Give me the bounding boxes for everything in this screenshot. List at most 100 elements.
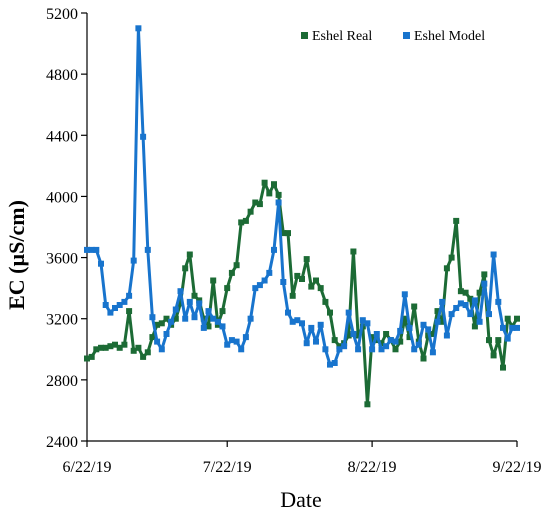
data-point xyxy=(471,297,478,304)
data-point xyxy=(425,326,432,333)
data-point xyxy=(397,338,404,345)
data-point xyxy=(486,311,492,318)
data-point xyxy=(406,324,413,331)
x-tick-labels: 6/22/19 7/22/19 8/22/19 9/22/19 xyxy=(63,459,542,476)
data-point xyxy=(158,320,165,327)
data-point xyxy=(219,323,226,330)
data-point xyxy=(331,337,338,344)
data-point xyxy=(495,298,502,305)
data-point xyxy=(261,179,268,186)
data-point xyxy=(177,300,184,307)
legend-marker xyxy=(301,32,308,39)
data-point xyxy=(471,323,478,330)
data-point xyxy=(280,230,287,237)
data-point xyxy=(476,289,483,296)
data-point xyxy=(341,343,348,350)
data-point xyxy=(84,246,90,253)
data-point xyxy=(514,324,520,331)
data-point xyxy=(289,318,296,325)
data-point xyxy=(355,346,362,353)
data-point xyxy=(476,318,483,325)
data-point xyxy=(317,321,324,328)
data-point xyxy=(256,282,263,289)
data-point xyxy=(495,337,502,344)
data-point xyxy=(224,285,231,292)
y-tick-label: 3600 xyxy=(46,251,78,268)
data-point xyxy=(112,305,118,311)
data-point xyxy=(186,251,193,258)
data-point xyxy=(135,25,142,32)
y-tick-label: 5200 xyxy=(46,6,78,23)
data-point xyxy=(172,306,179,313)
data-point xyxy=(429,349,436,356)
data-point xyxy=(233,262,240,269)
data-point xyxy=(294,317,301,324)
data-point xyxy=(457,300,464,307)
data-point xyxy=(378,346,385,353)
data-point xyxy=(228,337,235,344)
data-point xyxy=(196,300,203,307)
data-point xyxy=(88,246,95,253)
data-point xyxy=(350,331,357,337)
data-point xyxy=(299,320,305,327)
data-point xyxy=(266,269,273,276)
data-point xyxy=(490,251,497,258)
data-point xyxy=(144,349,151,356)
data-point xyxy=(271,246,277,253)
data-point xyxy=(233,338,240,345)
data-point xyxy=(186,298,193,305)
data-point xyxy=(313,277,319,284)
data-point xyxy=(364,401,371,408)
data-point xyxy=(411,303,418,310)
x-tick-label: 8/22/19 xyxy=(348,459,397,476)
legend-label: Eshel Model xyxy=(414,29,485,44)
x-tick-label: 9/22/19 xyxy=(493,459,542,476)
data-point xyxy=(130,347,137,354)
data-point xyxy=(182,265,189,272)
y-tick-label: 4800 xyxy=(46,67,78,84)
data-point xyxy=(107,343,114,350)
data-point xyxy=(500,364,506,371)
data-point xyxy=(88,353,95,360)
data-point xyxy=(93,346,100,353)
data-point xyxy=(285,230,291,237)
data-point xyxy=(313,338,319,345)
data-point xyxy=(514,315,520,322)
data-point xyxy=(467,311,474,318)
data-point xyxy=(345,309,352,316)
data-point xyxy=(228,269,235,276)
data-point xyxy=(98,344,104,351)
data-point xyxy=(116,344,123,351)
data-point xyxy=(163,315,170,322)
data-point xyxy=(93,246,100,253)
data-point xyxy=(457,288,464,295)
data-point xyxy=(397,327,404,334)
data-point xyxy=(163,331,170,337)
data-point xyxy=(261,277,268,284)
data-point xyxy=(191,292,198,299)
data-point xyxy=(256,201,263,208)
data-point xyxy=(126,308,133,315)
data-point xyxy=(327,361,333,368)
data-point xyxy=(481,271,488,278)
legend-marker xyxy=(403,32,410,39)
data-point xyxy=(439,318,446,325)
data-point xyxy=(121,341,128,348)
data-point xyxy=(336,346,343,353)
data-point xyxy=(345,332,352,339)
data-point xyxy=(453,305,460,311)
data-point xyxy=(387,337,394,344)
data-point xyxy=(219,308,226,315)
data-point xyxy=(252,285,259,292)
data-point xyxy=(373,337,380,344)
data-point xyxy=(420,321,427,328)
data-point xyxy=(443,332,450,339)
data-point xyxy=(448,311,455,318)
data-point xyxy=(504,315,511,322)
data-point xyxy=(467,295,474,302)
data-point xyxy=(121,298,128,305)
data-point xyxy=(238,346,245,353)
data-point xyxy=(359,317,366,324)
data-point xyxy=(453,217,460,224)
data-point xyxy=(149,314,156,321)
